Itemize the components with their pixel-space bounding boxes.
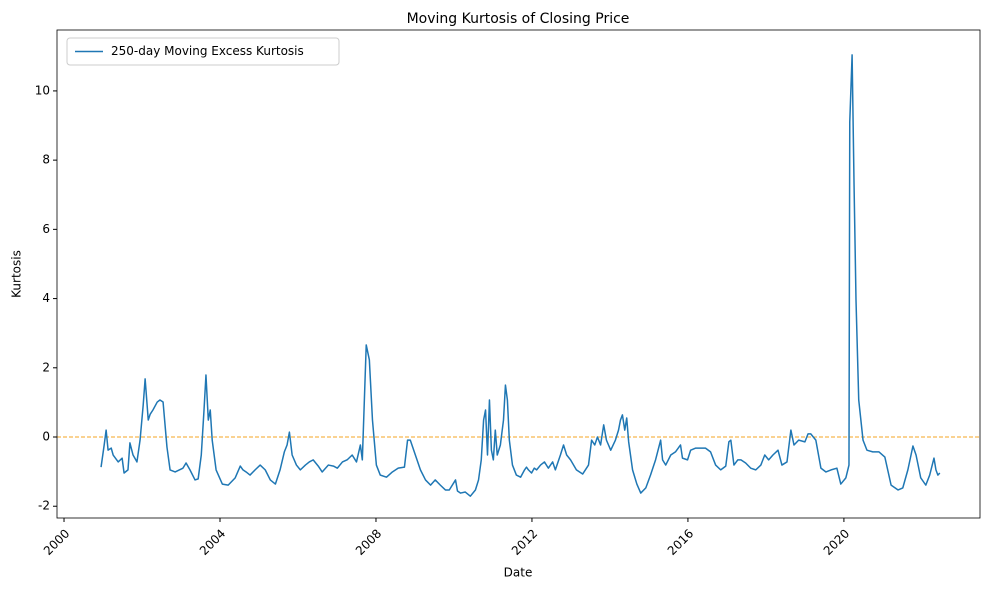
y-tick-label: -2 [38,499,50,513]
y-tick-label: 8 [42,153,50,167]
legend-box [66,37,340,66]
legend-label: 250-day Moving Excess Kurtosis [111,44,304,58]
y-tick-label: 0 [42,430,50,444]
y-tick-label: 4 [42,291,50,305]
y-axis-label: Kurtosis [10,250,24,298]
y-tick-label: 6 [42,222,50,236]
y-tick-label: 10 [35,83,50,97]
plot-frame [56,29,981,519]
series-line [100,54,941,497]
x-axis-label: Date [504,566,533,580]
y-tick-label: 2 [42,360,50,374]
chart-title: Moving Kurtosis of Closing Price [407,11,630,27]
